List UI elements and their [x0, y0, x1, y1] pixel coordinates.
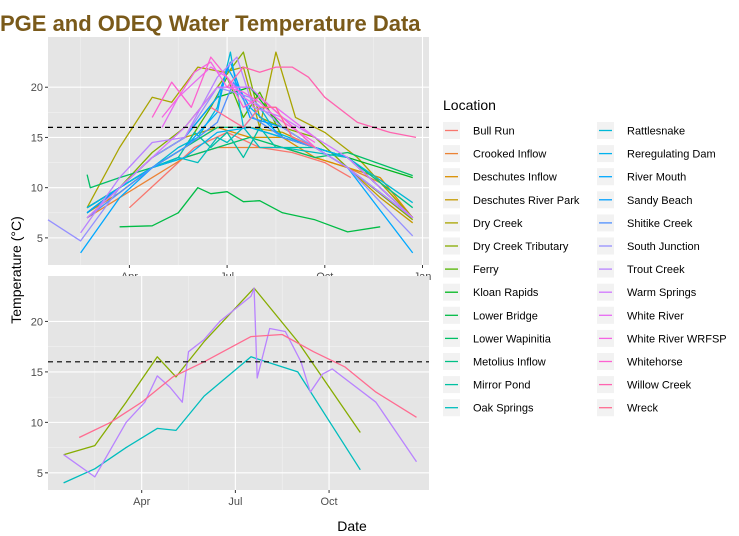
legend-label: White River WRFSP	[627, 333, 727, 345]
series-line-trout-creek	[80, 56, 414, 234]
legend-item-river-mouth: River Mouth	[597, 168, 686, 186]
legend-label: Kloan Rapids	[473, 287, 539, 299]
legend-label: South Junction	[627, 241, 700, 253]
y-tick-label: 15	[31, 132, 43, 144]
legend-item-whitehorse: Whitehorse	[597, 353, 683, 370]
series-line-wreck	[78, 333, 417, 439]
y-tick-label: 10	[31, 417, 43, 429]
series-line-whitehorse	[151, 56, 316, 148]
legend-item-crooked-inflow: Crooked Inflow	[443, 145, 546, 163]
legend-label: Ferry	[473, 264, 499, 276]
panel-top: AprJulOctJan5101520	[31, 37, 431, 283]
series-line-lower-wapinitia	[86, 136, 413, 189]
y-tick-label: 20	[31, 82, 43, 94]
legend-item-dry-creek: Dry Creek	[443, 214, 523, 232]
legend-label: Crooked Inflow	[473, 149, 546, 161]
panel-bottom-ticks: Apr Jul Oct 5 10 15 20	[31, 316, 338, 508]
series-line-dry-creek-tributary	[63, 287, 361, 456]
series-line-warm-springs	[86, 86, 414, 219]
legend-item-willow-creek: Willow Creek	[597, 376, 692, 394]
series-line-crooked-inflow	[86, 146, 414, 219]
x-tick-label: Jul	[228, 496, 242, 508]
legend-label: Trout Creek	[627, 264, 685, 276]
legend-item-deschutes-inflow: Deschutes Inflow	[443, 168, 557, 186]
series-line-dry-creek-tributary	[86, 51, 414, 221]
legend-label: Willow Creek	[627, 380, 692, 392]
legend-item-reregulating-dam: Reregulating Dam	[597, 145, 716, 163]
x-tick-label: Oct	[321, 496, 338, 508]
legend-item-dry-creek-tributary: Dry Creek Tributary	[443, 237, 569, 255]
legend-item-lower-wapinitia: Lower Wapinitia	[443, 329, 552, 347]
legend-item-south-junction: South Junction	[597, 237, 700, 255]
legend-label: Sandy Beach	[627, 195, 692, 207]
legend: Location Bull Run Crooked Inflow Deschutes…	[443, 97, 727, 417]
legend-label: Deschutes Inflow	[473, 172, 557, 184]
series-line-reregulating-dam	[86, 126, 414, 219]
y-tick-label: 5	[37, 233, 43, 245]
legend-item-kloan-rapids: Kloan Rapids	[443, 283, 539, 301]
legend-item-shitike-creek: Shitike Creek	[597, 214, 693, 232]
legend-label: Oak Springs	[473, 403, 534, 415]
legend-item-white-river-wrfsp: White River WRFSP	[597, 329, 727, 347]
legend-item-metolius-inflow: Metolius Inflow	[443, 353, 546, 370]
legend-label: White River	[627, 310, 684, 322]
legend-item-ferry: Ferry	[443, 260, 499, 278]
legend-label: Reregulating Dam	[627, 149, 716, 161]
legend-item-warm-springs: Warm Springs	[597, 283, 697, 301]
legend-item-mirror-pond: Mirror Pond	[443, 376, 530, 394]
legend-label: Wreck	[627, 403, 658, 415]
legend-label: Lower Wapinitia	[473, 333, 552, 345]
panel-top-series	[47, 51, 417, 254]
legend-label: Deschutes River Park	[473, 195, 580, 207]
series-line-lower-bridge	[119, 187, 381, 233]
legend-item-lower-bridge: Lower Bridge	[443, 306, 538, 324]
y-tick-label: 20	[31, 316, 43, 328]
panel-bottom-series	[63, 287, 418, 484]
legend-item-white-river: White River	[597, 306, 684, 324]
y-tick-label: 10	[31, 183, 43, 195]
legend-item-rattlesnake: Rattlesnake	[597, 122, 685, 139]
legend-label: Metolius Inflow	[473, 357, 546, 369]
y-tick-label: 5	[37, 468, 43, 480]
legend-label: River Mouth	[627, 172, 686, 184]
series-line-oak-springs	[63, 356, 361, 484]
x-axis-title: Date	[337, 518, 367, 534]
legend-label: Dry Creek Tributary	[473, 241, 569, 253]
legend-title: Location	[443, 97, 496, 113]
series-line-trout-creek	[63, 287, 418, 478]
legend-label: Rattlesnake	[627, 126, 685, 138]
legend-label: Dry Creek	[473, 218, 523, 230]
legend-item-deschutes-river-park: Deschutes River Park	[443, 191, 580, 209]
series-line-wreck	[210, 106, 316, 149]
legend-item-sandy-beach: Sandy Beach	[597, 191, 692, 209]
legend-label: Shitike Creek	[627, 218, 693, 230]
legend-label: Lower Bridge	[473, 310, 538, 322]
y-tick-label: 15	[31, 367, 43, 379]
legend-item-bull-run: Bull Run	[443, 122, 515, 139]
y-axis-title: Temperature (°C)	[8, 216, 24, 324]
x-tick-label: Apr	[133, 496, 150, 508]
legend-item-wreck: Wreck	[597, 399, 658, 417]
panel-bottom: Apr Jul Oct 5 10 15 20	[31, 276, 429, 508]
series-line-oak-springs	[119, 126, 348, 189]
legend-label: Bull Run	[473, 126, 515, 138]
legend-label: Whitehorse	[627, 357, 683, 369]
legend-label: Mirror Pond	[473, 380, 530, 392]
legend-items: Bull Run Crooked Inflow Deschutes Inflow De…	[443, 122, 727, 417]
chart-title: PGE and ODEQ Water Temperature Data	[0, 11, 421, 36]
legend-item-trout-creek: Trout Creek	[597, 260, 685, 278]
legend-label: Warm Springs	[627, 287, 697, 299]
legend-item-oak-springs: Oak Springs	[443, 399, 534, 417]
